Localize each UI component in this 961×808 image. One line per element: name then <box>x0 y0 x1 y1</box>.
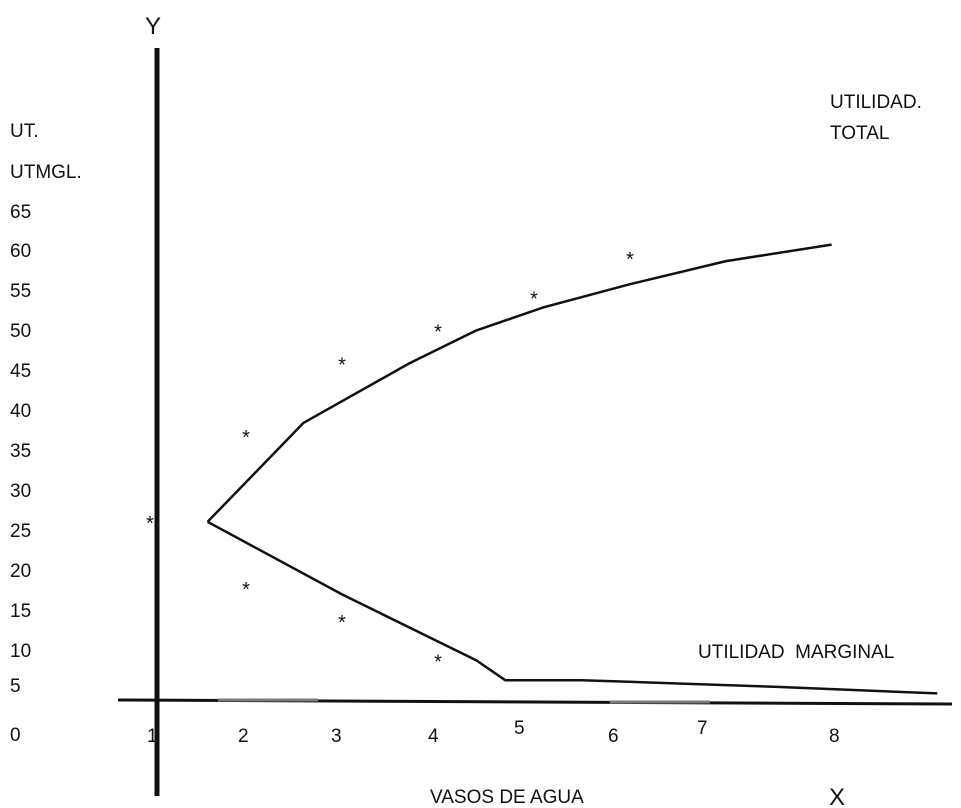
x-tick-label: 1 <box>147 726 158 747</box>
y-tick-label: 25 <box>10 521 31 542</box>
total-utility-label-line-2: TOTAL <box>830 123 889 144</box>
y-tick-label: 0 <box>10 725 21 746</box>
data-marker: * <box>242 579 250 601</box>
series-lines <box>206 243 938 695</box>
x-tick-label: 5 <box>514 718 525 739</box>
data-marker: * <box>242 427 250 449</box>
data-markers: * * * * * * * * * <box>146 249 634 674</box>
y-tick-label: 10 <box>10 641 31 662</box>
y-tick-label: 55 <box>10 281 31 302</box>
total-utility-line <box>206 243 832 523</box>
y-label-line-2: UTMGL. <box>10 162 82 183</box>
data-marker: * <box>626 249 634 271</box>
x-tick-label: 3 <box>331 726 342 747</box>
data-marker: * <box>338 612 346 634</box>
y-tick-label: 35 <box>10 441 31 462</box>
x-tick-label: 7 <box>697 718 708 739</box>
data-marker: * <box>530 288 538 310</box>
y-tick-label: 65 <box>10 202 31 223</box>
y-label-line-1: UT. <box>10 121 39 142</box>
marginal-utility-line <box>207 520 938 695</box>
data-marker: * <box>434 321 442 343</box>
y-tick-label: 15 <box>10 601 31 622</box>
y-tick-label: 60 <box>10 241 31 262</box>
y-tick-label: 20 <box>10 561 31 582</box>
x-axis-label: VASOS DE AGUA <box>430 787 584 808</box>
y-tick-label: 30 <box>10 481 31 502</box>
x-tick-label: 6 <box>608 726 619 747</box>
data-marker: * <box>338 354 346 376</box>
marginal-utility-label: UTILIDAD MARGINAL <box>698 642 894 663</box>
x-tick-labels: 1 2 3 4 5 6 7 8 <box>147 718 840 747</box>
y-tick-label: 40 <box>10 401 31 422</box>
data-marker: * <box>146 513 154 535</box>
x-tick-label: 2 <box>238 726 249 747</box>
y-axis-letter: Y <box>145 13 161 40</box>
x-tick-label: 8 <box>829 726 840 747</box>
total-utility-label-line-1: UTILIDAD. <box>830 92 922 113</box>
y-tick-label: 45 <box>10 361 31 382</box>
data-marker: * <box>434 651 442 673</box>
x-tick-label: 4 <box>428 726 439 747</box>
y-tick-label: 5 <box>10 676 21 697</box>
y-tick-label: 50 <box>10 321 31 342</box>
x-axis-letter: X <box>829 784 845 808</box>
